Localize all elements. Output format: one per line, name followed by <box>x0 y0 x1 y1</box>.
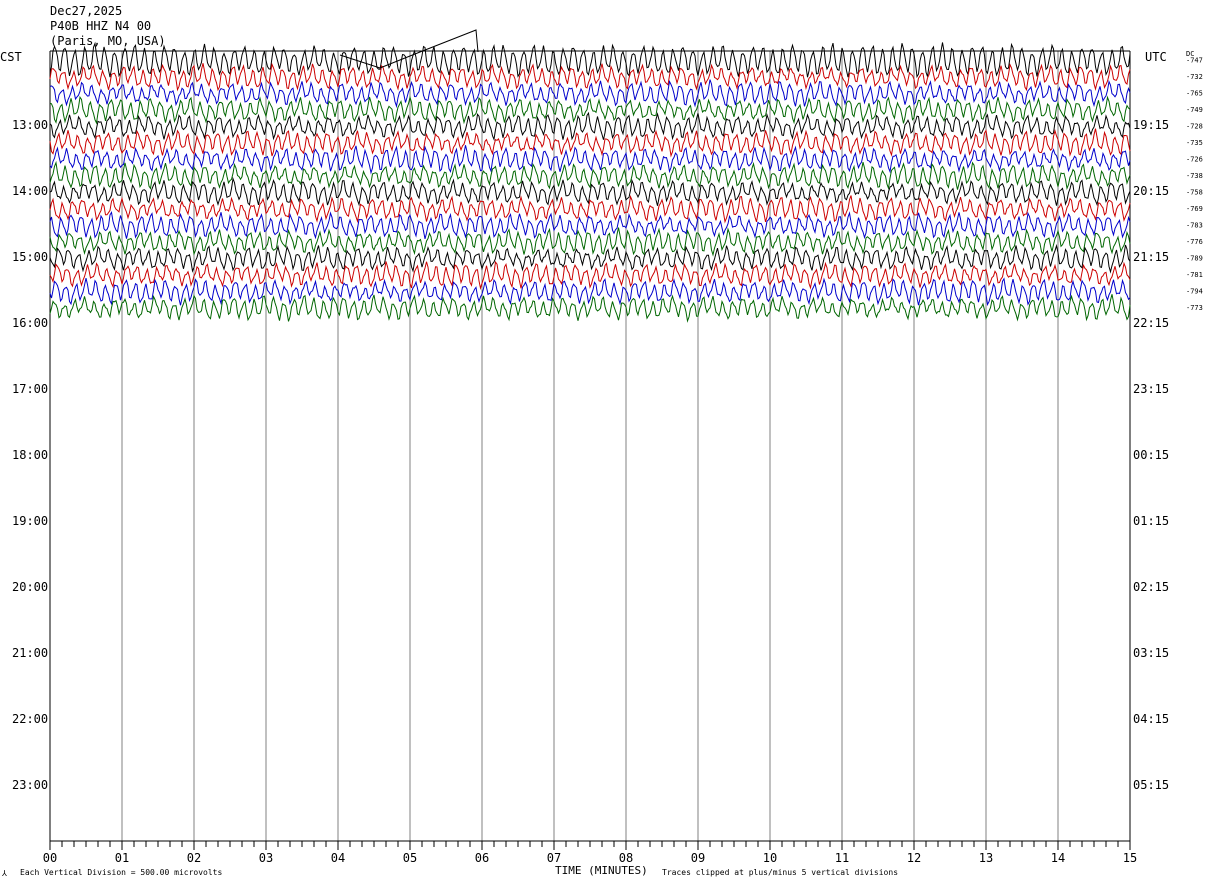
left-hour-label: 20:00 <box>12 580 48 594</box>
trace-line <box>49 243 1131 274</box>
trace-line <box>49 160 1131 191</box>
x-tick-label: 01 <box>115 851 129 865</box>
scale-note: Each Vertical Division = 500.00 microvol… <box>20 868 223 877</box>
x-tick-label: 12 <box>907 851 921 865</box>
left-hour-label: 23:00 <box>12 778 48 792</box>
clip-note: Traces clipped at plus/minus 5 vertical … <box>662 868 899 877</box>
left-hour-label: 13:00 <box>12 118 48 132</box>
x-tick-label: 06 <box>475 851 489 865</box>
trace-line <box>49 294 1131 323</box>
dc-offset-label: -738 <box>1186 172 1203 180</box>
right-timezone-label: UTC <box>1145 50 1167 64</box>
right-hour-label: 20:15 <box>1133 184 1169 198</box>
x-tick-label: 00 <box>43 851 57 865</box>
trace-line <box>49 277 1131 307</box>
left-hour-label: 14:00 <box>12 184 48 198</box>
seismic-traces <box>49 29 1131 323</box>
right-hour-label: 19:15 <box>1133 118 1169 132</box>
date-label: Dec27,2025 <box>50 4 123 18</box>
dc-offset-label: -794 <box>1186 288 1203 296</box>
right-hour-label: 23:15 <box>1133 382 1169 396</box>
dc-offset-label: -732 <box>1186 73 1203 81</box>
right-hour-label: 00:15 <box>1133 448 1169 462</box>
x-tick-label: 05 <box>403 851 417 865</box>
x-tick-label: 04 <box>331 851 345 865</box>
x-tick-label: 08 <box>619 851 633 865</box>
x-tick-label: 11 <box>835 851 849 865</box>
x-tick-label: 15 <box>1123 851 1137 865</box>
dc-offset-label: -789 <box>1186 255 1203 263</box>
dc-offset-label: -726 <box>1186 156 1203 164</box>
trace-line <box>49 62 1131 92</box>
left-timezone-label: CST <box>0 50 22 64</box>
trace-line <box>49 194 1131 224</box>
dc-offset-label: -758 <box>1186 189 1203 197</box>
dc-offset-label: -781 <box>1186 271 1203 279</box>
left-hour-label: 22:00 <box>12 712 48 726</box>
x-tick-label: 02 <box>187 851 201 865</box>
trace-line <box>49 79 1131 109</box>
right-hour-label: 21:15 <box>1133 250 1169 264</box>
right-hour-label: 01:15 <box>1133 514 1169 528</box>
trace-line <box>49 95 1131 125</box>
trace-line <box>49 227 1131 257</box>
trace-spike <box>339 29 479 69</box>
left-hour-label: 15:00 <box>12 250 48 264</box>
dc-offset-label: -749 <box>1186 106 1203 114</box>
dc-offset-label: -769 <box>1186 205 1203 213</box>
left-hour-label: 19:00 <box>12 514 48 528</box>
x-tick-label: 07 <box>547 851 561 865</box>
right-hour-label: 03:15 <box>1133 646 1169 660</box>
station-label: P40B HHZ N4 00 <box>50 19 152 33</box>
x-axis-title: TIME (MINUTES) <box>555 864 648 877</box>
x-tick-label: 14 <box>1051 851 1065 865</box>
dc-offset-label: -735 <box>1186 139 1203 147</box>
x-tick-label: 10 <box>763 851 777 865</box>
hour-labels: 13:00 14:00 15:00 16:00 17:00 18:00 19:00 20:00… <box>12 57 1203 793</box>
location-label: (Paris, MO, USA) <box>50 34 166 48</box>
dc-offset-label: -765 <box>1186 90 1203 98</box>
trace-line <box>49 210 1131 240</box>
time-axis: 00 01 02 03 04 05 06 07 08 09 10 11 12 13 14 15 <box>43 840 1137 865</box>
left-hour-label: 21:00 <box>12 646 48 660</box>
right-hour-label: 04:15 <box>1133 712 1169 726</box>
right-hour-label: 22:15 <box>1133 316 1169 330</box>
trace-line <box>49 128 1131 158</box>
dc-header: DC <box>1186 50 1195 58</box>
x-tick-label: 09 <box>691 851 705 865</box>
dc-offset-label: -773 <box>1186 304 1203 312</box>
trace-line <box>49 111 1131 142</box>
x-tick-label: 03 <box>259 851 273 865</box>
dc-offset-label: -776 <box>1186 238 1203 246</box>
left-hour-label: 18:00 <box>12 448 48 462</box>
dc-offset-label: -747 <box>1186 57 1203 65</box>
dc-offset-label: -728 <box>1186 123 1203 131</box>
corner-mark: ⅄ <box>2 869 7 878</box>
trace-line <box>49 145 1131 175</box>
right-hour-label: 02:15 <box>1133 580 1169 594</box>
left-hour-label: 16:00 <box>12 316 48 330</box>
left-hour-label: 17:00 <box>12 382 48 396</box>
trace-line <box>49 260 1131 291</box>
dc-offset-label: -783 <box>1186 222 1203 230</box>
trace-line <box>49 176 1131 207</box>
minute-gridlines <box>49 50 1131 841</box>
right-hour-label: 05:15 <box>1133 778 1169 792</box>
x-tick-label: 13 <box>979 851 993 865</box>
